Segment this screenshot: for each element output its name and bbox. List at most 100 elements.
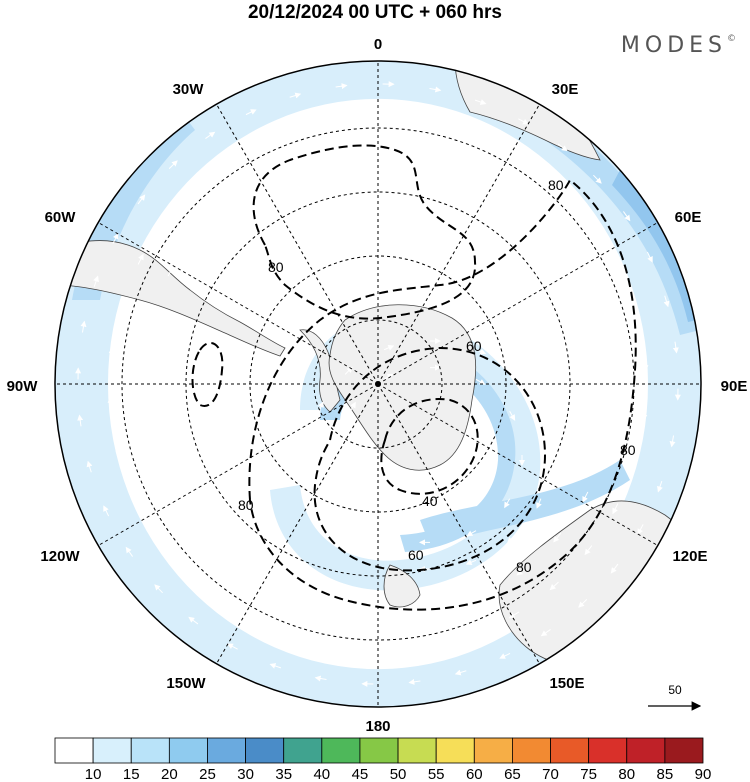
contour-80-main: [248, 178, 637, 611]
wind-arrow: [188, 573, 198, 583]
wind-arrow: [504, 498, 511, 509]
wind-arrow: [463, 633, 475, 639]
colorbar-tick-label: 35: [275, 766, 292, 782]
wind-arrow: [344, 489, 351, 499]
wind-arrow: [227, 643, 238, 650]
wind-arrow: [415, 645, 428, 652]
colorbar-tick-label: 15: [123, 766, 140, 782]
wind-arrow: [601, 445, 608, 458]
wind-arrow: [132, 492, 139, 504]
wind-arrow: [557, 143, 568, 152]
wind-arrow: [508, 611, 520, 619]
lon-label-90e: 90E: [721, 378, 748, 395]
wind-arrow: [426, 610, 439, 617]
colorbar-swatch: [550, 737, 590, 764]
wind-arrow: [229, 192, 240, 201]
wind-arrow: [584, 545, 593, 556]
colorbar-tick-label: 65: [504, 766, 521, 782]
lon-label-150e: 150E: [549, 675, 584, 692]
lon-label-30e: 30E: [552, 81, 579, 98]
wind-arrow: [454, 669, 467, 676]
wind-arrow: [112, 233, 119, 244]
wind-arrow: [540, 628, 551, 637]
wind-arrow: [597, 300, 604, 312]
reference-vector: 50: [648, 683, 702, 711]
contour-label: 60: [408, 547, 424, 563]
colorbar-tick-label: 50: [390, 766, 407, 782]
south-pole-marker: [375, 381, 381, 387]
contour-labels: 80 60 80 80 40 60 80 80: [238, 177, 636, 575]
colorbar: 10 15 20 25 30 35 40 45 50 55 60 65 70 75 80 85 90: [54, 737, 712, 782]
wind-arrow: [408, 678, 421, 685]
south-america: [55, 240, 286, 357]
wind-arrow: [245, 109, 257, 116]
wind-arrow: [163, 212, 172, 223]
colorbar-tick-label: 20: [161, 766, 178, 782]
contour-label: 80: [548, 177, 564, 193]
wind-arrow: [663, 295, 670, 308]
contour-label: 80: [516, 559, 532, 575]
wind-arrow: [427, 118, 440, 125]
wind-arrow: [107, 396, 114, 409]
wind-arrow: [610, 397, 617, 410]
wind-arrow: [328, 116, 341, 123]
contour-label: 40: [422, 493, 438, 509]
wind-arrow: [238, 574, 249, 582]
wind-arrow: [518, 155, 530, 163]
wind-arrow: [289, 92, 302, 99]
wind-arrow: [269, 663, 282, 669]
colorbar-tick-label: 80: [618, 766, 635, 782]
wind-arrow: [269, 628, 282, 635]
colorbar-swatch: [321, 737, 361, 764]
colorbar-tick-label: 70: [542, 766, 559, 782]
wind-arrow: [475, 378, 486, 385]
lon-label-60e: 60E: [675, 209, 702, 226]
wind-arrow: [125, 546, 134, 557]
contours: [191, 144, 637, 611]
wind-arrow: [154, 584, 163, 594]
wind-arrow: [637, 524, 644, 535]
reference-vector-label: 50: [668, 683, 682, 697]
antarctica: [328, 304, 477, 471]
wind-arrow: [499, 652, 511, 659]
wind-arrow: [86, 460, 93, 473]
antarctic-peninsula: [299, 329, 341, 413]
wind-arrow: [672, 341, 679, 354]
colorbar-tick-label: 90: [695, 766, 712, 782]
colorbar-swatch: [397, 737, 437, 764]
wind-arrow: [103, 505, 110, 517]
colorbar-swatch: [245, 737, 285, 764]
wind-arrow: [518, 118, 529, 125]
contour-40-inner: [380, 398, 479, 495]
wind-arrow: [148, 310, 155, 323]
wind-arrow: [507, 186, 518, 194]
wind-arrow: [139, 358, 146, 371]
wind-arrow: [631, 457, 637, 469]
wind-arrow: [622, 211, 631, 222]
brand-mark: ©: [727, 34, 736, 44]
colorbar-swatch: [92, 737, 132, 764]
wind-arrow: [271, 167, 283, 174]
colorbar-tick-label: 10: [85, 766, 102, 782]
colorbar-swatch: [588, 737, 628, 764]
wind-arrow: [337, 527, 346, 536]
contour-label: 80: [238, 497, 254, 513]
southern-jet-band: [420, 460, 630, 545]
wind-arrow: [474, 133, 487, 140]
wind-arrow: [314, 675, 327, 682]
wind-arrow: [140, 408, 147, 421]
colorbar-swatch: [54, 737, 94, 764]
wind-arrow: [383, 344, 395, 351]
outer-jet-core-east2: [612, 170, 698, 322]
colorbar-tick-label: 85: [657, 766, 674, 782]
wind-arrow: [549, 581, 559, 591]
wind-arrow: [167, 265, 174, 277]
lon-label-120e: 120E: [672, 548, 707, 565]
wind-arrow: [316, 643, 329, 650]
wind-arrow: [540, 411, 546, 422]
wind-arrow: [152, 456, 159, 468]
wind-arrow: [415, 149, 428, 155]
wind-arrow: [465, 559, 477, 566]
wind-arrow: [168, 160, 178, 169]
wind-arrow: [202, 541, 211, 551]
